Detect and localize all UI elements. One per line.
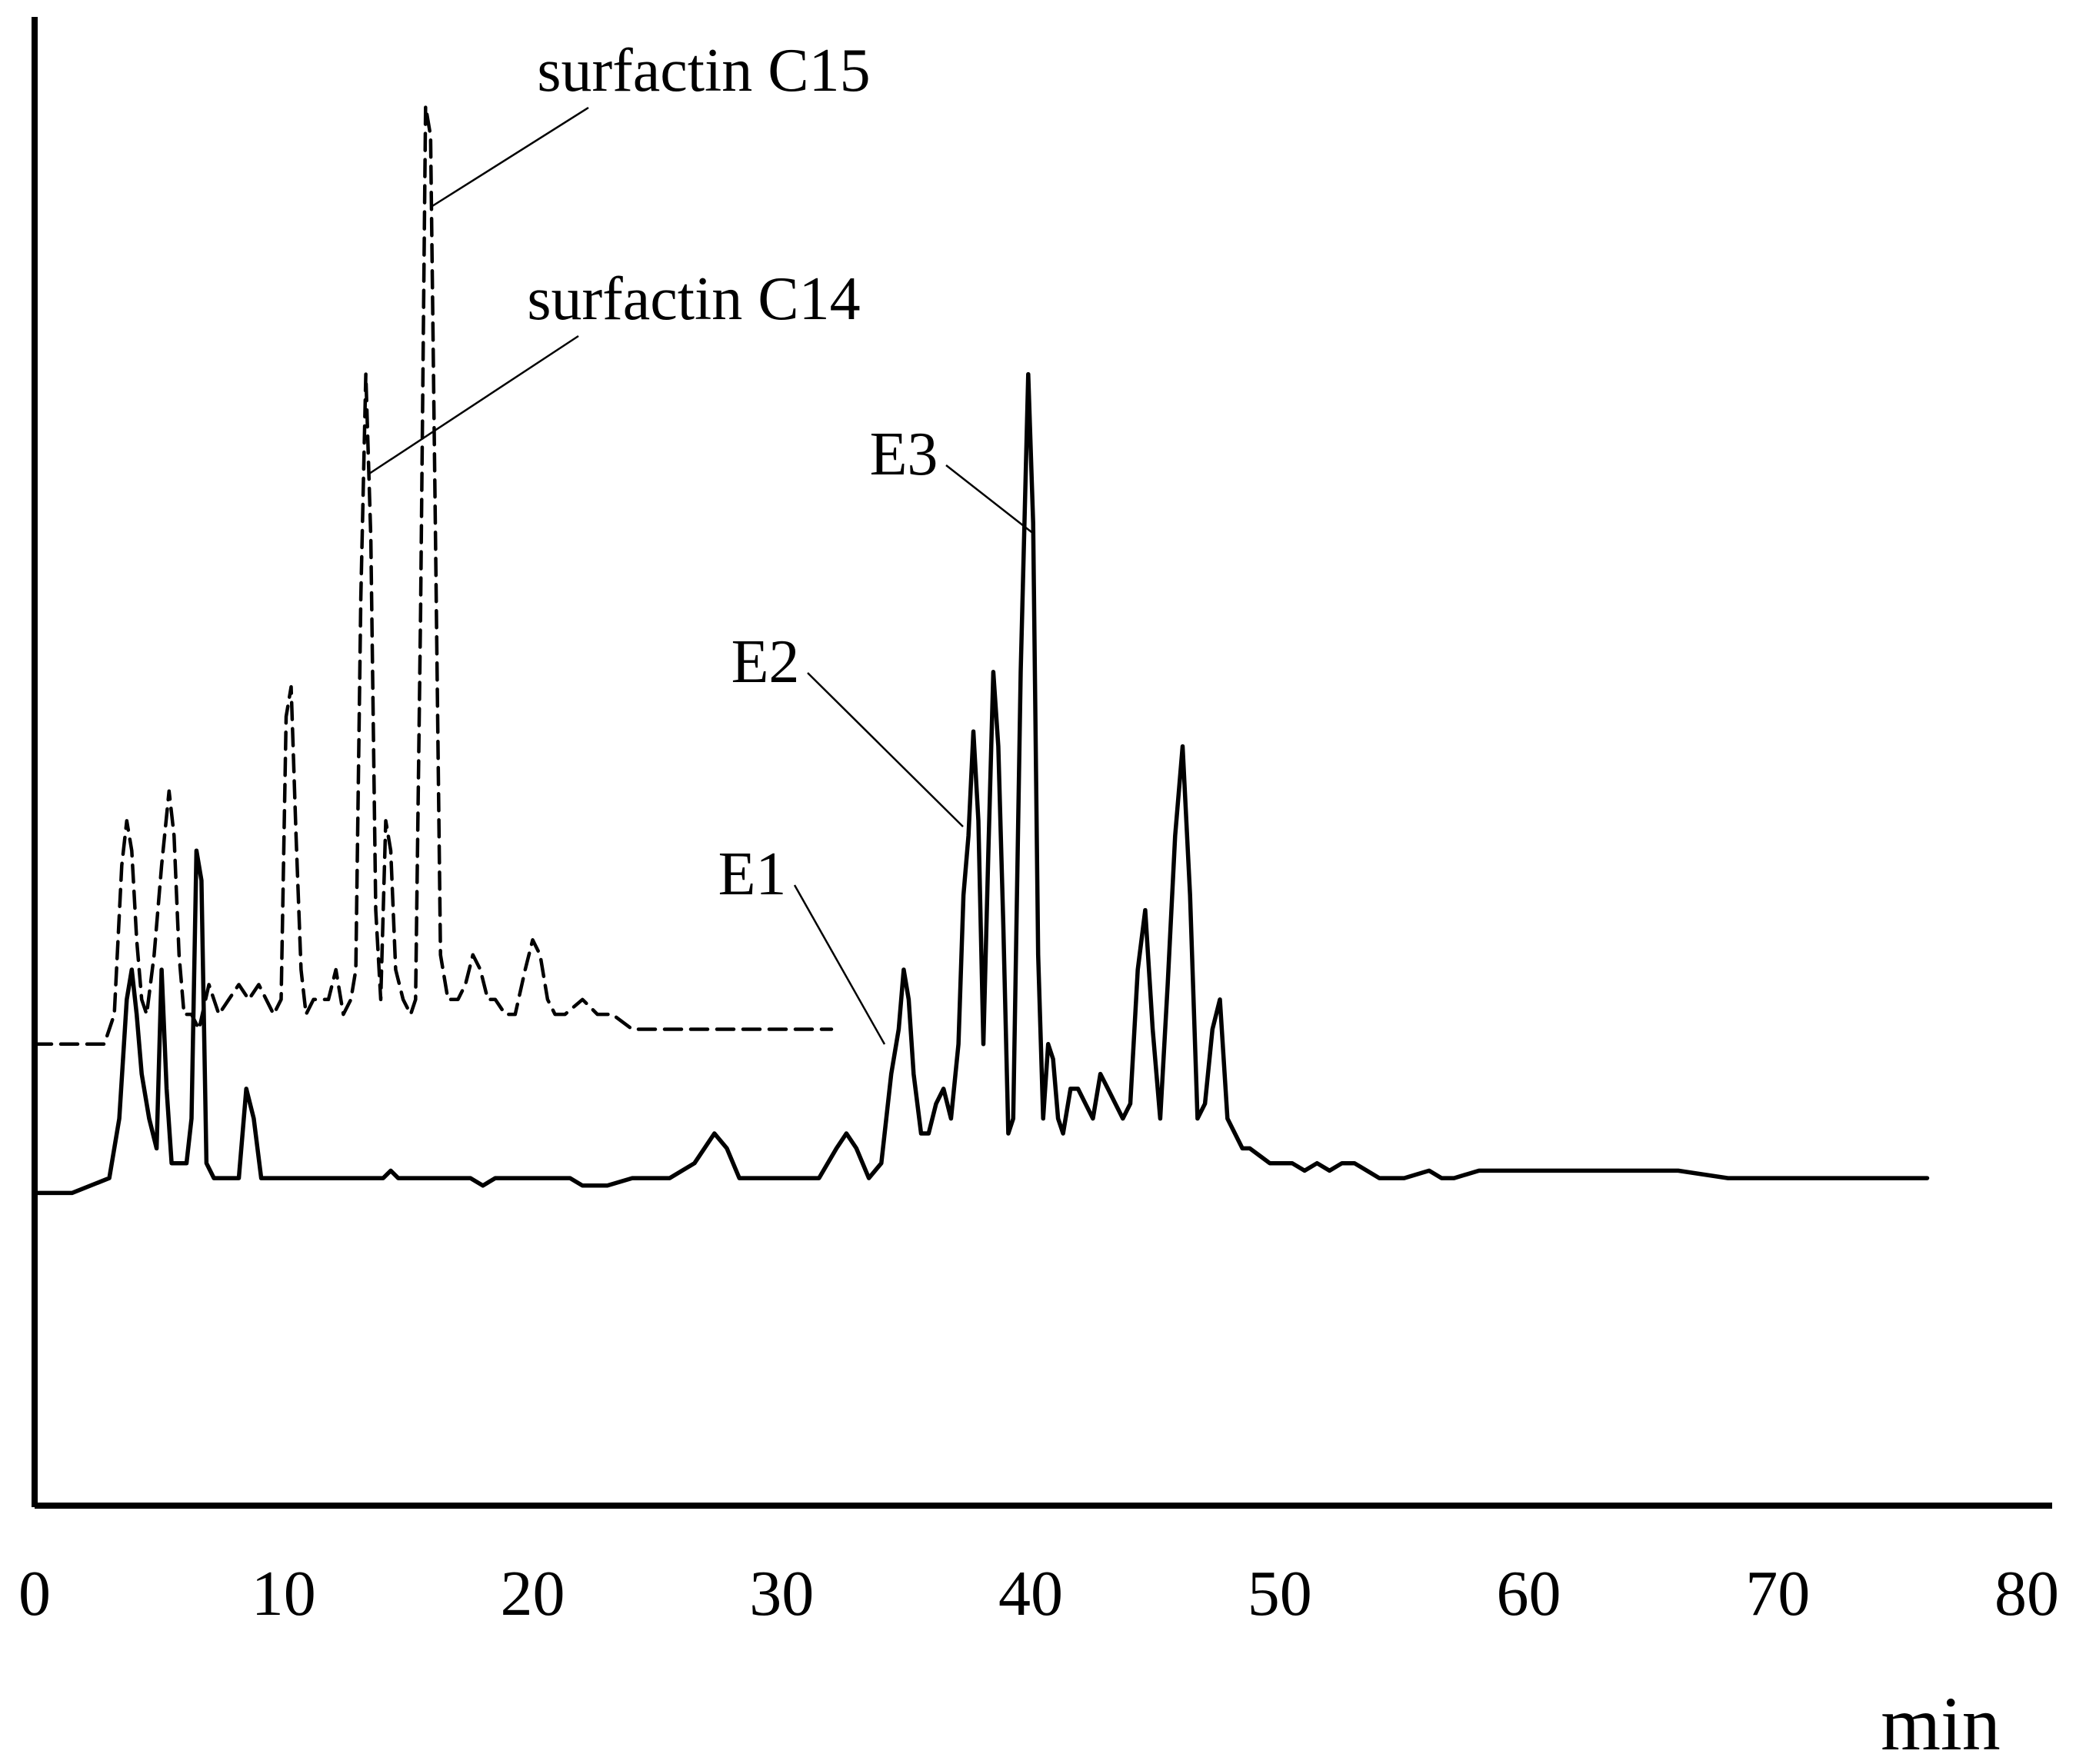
x-tick-label: 40: [998, 1558, 1063, 1629]
x-axis-label: min: [1881, 1681, 2001, 1764]
x-tick-label: 50: [1248, 1558, 1312, 1629]
annotation-label: E3: [870, 421, 938, 488]
x-tick-label: 10: [252, 1558, 316, 1629]
x-tick-label: 70: [1745, 1558, 1810, 1629]
annotation-label: surfactin C14: [527, 265, 860, 333]
series-line-solid: [32, 371, 1930, 1196]
annotation-label: surfactin C15: [537, 37, 870, 105]
annotation-leader-line: [368, 334, 579, 475]
annotation-label: E1: [718, 840, 787, 908]
x-tick-label: 60: [1497, 1558, 1561, 1629]
annotation-leader-line: [432, 106, 589, 208]
x-tick-labels: 0 10 20 30 40 50 60 70 80: [18, 1558, 2059, 1629]
series-line-dashed: [32, 104, 834, 1047]
axes: [32, 17, 2052, 1509]
annotation-leader-line: [945, 464, 1035, 535]
annotation-label: E2: [731, 628, 800, 696]
plot-lines: [32, 104, 1930, 1196]
x-tick-label: 80: [1994, 1558, 2059, 1629]
annotation-leader-line: [807, 672, 964, 827]
x-tick-label: 30: [749, 1558, 814, 1629]
annotation-leader-line: [793, 884, 886, 1045]
x-tick-label: 20: [501, 1558, 565, 1629]
x-tick-label: 0: [18, 1558, 51, 1629]
annotations: surfactin C15 surfactin C14 E3 E2 E1: [368, 37, 1035, 1045]
